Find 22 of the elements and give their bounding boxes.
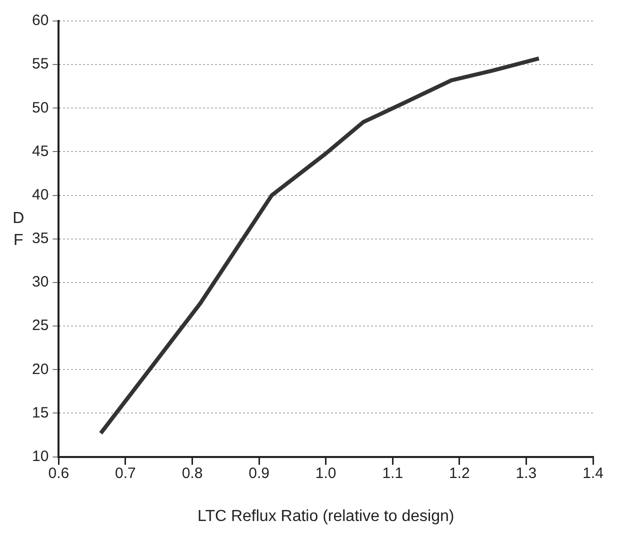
x-tick-label: 1.3 <box>516 464 537 482</box>
x-tick-label: 1.1 <box>382 464 404 482</box>
y-tick-label: 40 <box>32 186 49 204</box>
x-tick-label: 1.2 <box>448 464 470 482</box>
y-tick-label: 25 <box>32 317 49 334</box>
x-tick-label: 0.8 <box>182 464 203 482</box>
y-tick-label: 60 <box>32 12 49 30</box>
x-tick-label: 0.7 <box>115 464 136 482</box>
y-tick-label: 20 <box>32 360 49 378</box>
y-tick-label: 45 <box>32 142 49 160</box>
y-tick-label: 55 <box>32 56 49 73</box>
y-tick-label: 50 <box>32 99 49 116</box>
x-axis-title: LTC Reflux Ratio (relative to design) <box>197 508 454 525</box>
x-tick-label: 0.9 <box>248 464 270 482</box>
x-tick-label: 1.0 <box>315 464 336 482</box>
x-tick-label: 1.4 <box>582 464 604 482</box>
y-axis-title: DF <box>12 209 25 251</box>
x-tick-label: 0.6 <box>48 464 70 482</box>
y-tick-label: 10 <box>32 448 49 465</box>
y-tick-label: 35 <box>32 230 49 248</box>
y-tick-label: 30 <box>32 274 49 291</box>
y-tick-label: 15 <box>32 404 49 422</box>
